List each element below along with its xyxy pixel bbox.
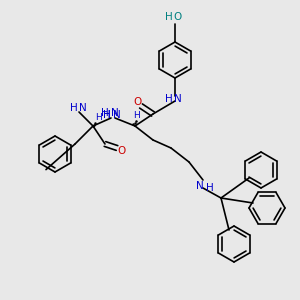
Text: H: H [96, 113, 102, 122]
Text: N: N [174, 94, 182, 104]
Text: N: N [111, 108, 119, 118]
Text: O: O [133, 97, 141, 107]
Text: H: H [134, 112, 140, 121]
Text: N: N [113, 110, 121, 120]
Text: H: H [165, 94, 173, 104]
Text: H: H [165, 12, 173, 22]
Text: H: H [206, 183, 214, 193]
Text: H: H [101, 108, 109, 118]
Text: O: O [174, 12, 182, 22]
Text: N: N [79, 103, 87, 113]
Text: H: H [70, 103, 78, 113]
Text: H: H [103, 110, 111, 120]
Text: H: H [103, 110, 111, 120]
Text: O: O [118, 146, 126, 156]
Text: N: N [196, 181, 204, 191]
